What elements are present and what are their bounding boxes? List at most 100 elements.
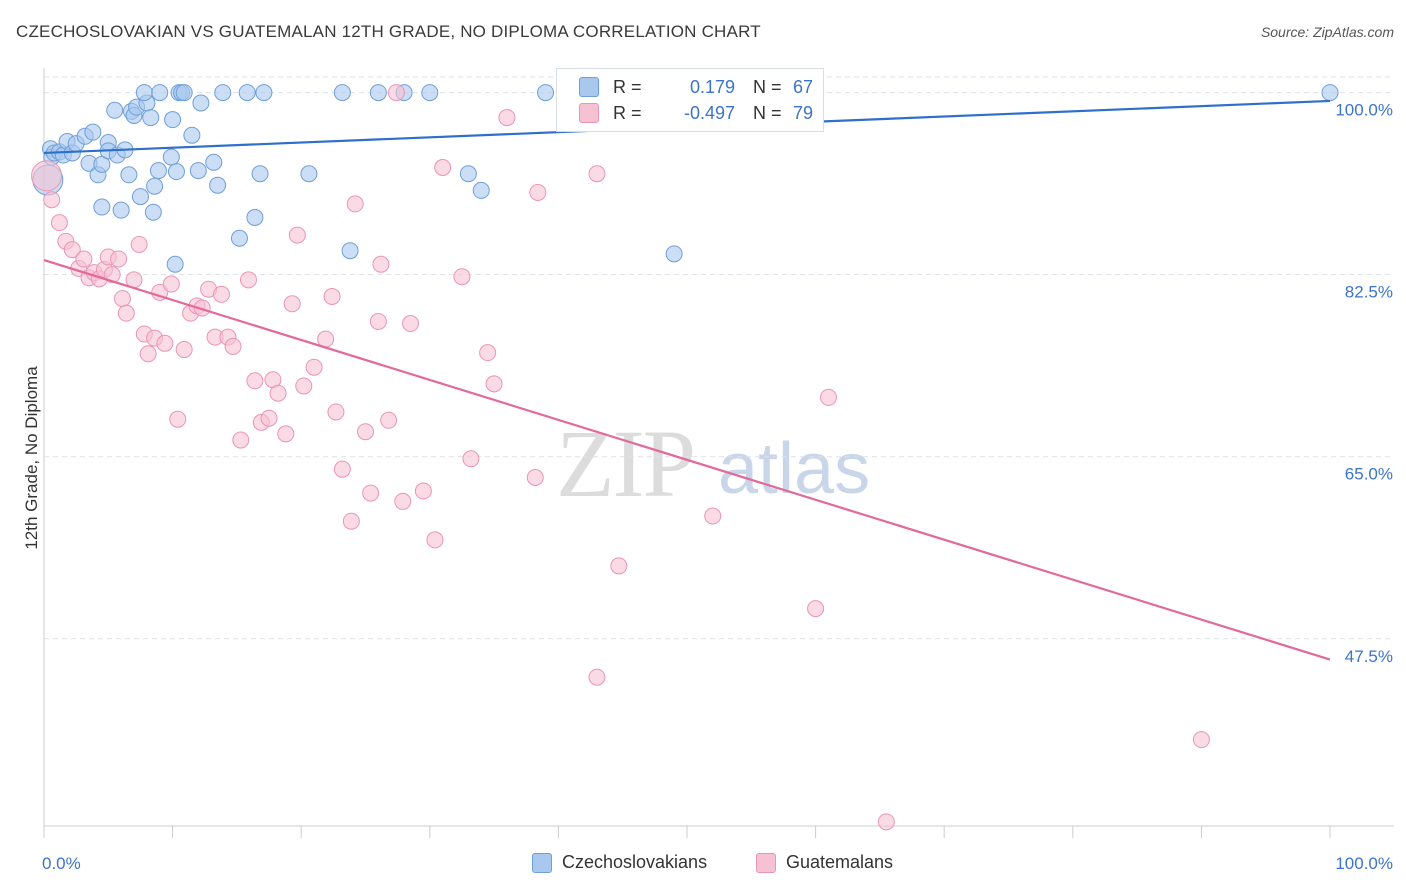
czech-point (146, 177, 164, 195)
legend-r-value: 0.179 (689, 76, 735, 97)
guatemalan-point (462, 450, 480, 468)
axes-layer (43, 68, 1394, 838)
legend-r-label: R = (613, 102, 642, 123)
watermark-atlas: atlas (718, 429, 871, 509)
czech-point (209, 176, 227, 194)
czech-point (300, 165, 318, 183)
guatemalan-point (807, 600, 825, 618)
czech-point (131, 188, 149, 206)
guatemalan-point (175, 341, 193, 359)
czech-point (164, 111, 182, 129)
guatemalan-point (193, 299, 211, 317)
guatemalan-trend-line (43, 259, 1331, 661)
legend-r-value: -0.497 (683, 102, 735, 123)
guatemalan-point (380, 411, 398, 429)
guatemalan-point (50, 214, 68, 232)
czech-point (166, 255, 184, 273)
guatemalan-point (610, 557, 628, 575)
bottom-legend-label: Czechoslovakians (562, 852, 708, 872)
guatemalan-point (333, 460, 351, 478)
czech-point (255, 84, 273, 102)
bottom-legend-label: Guatemalans (786, 852, 894, 872)
guatemalan-point (110, 250, 128, 268)
czech-point (459, 165, 477, 183)
guatemalan-point (130, 235, 148, 253)
guatemalan-point (75, 250, 93, 268)
czech-point (341, 242, 359, 260)
czech-point (142, 109, 160, 127)
czech-point (151, 84, 169, 102)
czech-point (205, 153, 223, 171)
grid-layer (44, 76, 1394, 640)
czech-point (214, 84, 232, 102)
czech-point (149, 162, 167, 180)
czech-point (246, 208, 264, 226)
guatemalan-point (323, 287, 341, 305)
czech-point (183, 126, 201, 144)
legend-n-value: 79 (793, 102, 814, 123)
guatemalan-point (31, 160, 63, 192)
czech-point (135, 84, 153, 102)
guatemalan-point (498, 109, 516, 127)
czech-point (369, 84, 387, 102)
legend-n-label: N = (753, 76, 782, 97)
guatemalan-point (387, 84, 405, 102)
guatemalan-point (269, 384, 287, 402)
guatemalan-point (288, 226, 306, 244)
legend-n-value: 67 (793, 76, 814, 97)
y-tick-label: 47.5% (1345, 647, 1393, 666)
bottom-legend-swatch-pink (756, 852, 776, 873)
y-axis-label: 12th Grade, No Diploma (22, 366, 41, 550)
watermark-zip: ZIP (556, 410, 696, 517)
czech-point (120, 166, 138, 184)
guatemalan-point (239, 271, 257, 289)
czech-point (230, 229, 248, 247)
legend-r-label: R = (613, 76, 642, 97)
guatemalan-point (212, 285, 230, 303)
bottom-legend-swatch-blue (532, 852, 552, 873)
guatemalan-point (588, 165, 606, 183)
guatemalan-point (434, 159, 452, 177)
czech-point (333, 84, 351, 102)
guatemalan-point (224, 337, 242, 355)
czech-point (93, 198, 111, 216)
guatemalan-point (369, 312, 387, 330)
y-tick-label: 82.5% (1345, 283, 1393, 302)
guatemalan-point (169, 410, 187, 428)
guatemalan-point (819, 388, 837, 406)
guatemalan-point (232, 431, 250, 449)
legend-swatch-pink (579, 103, 599, 123)
source-label: Source: ZipAtlas.com (1260, 24, 1394, 40)
guatemalan-point (526, 469, 544, 487)
czech-point (84, 123, 102, 141)
guatemalan-point (283, 295, 301, 313)
guatemalan-point (402, 315, 420, 333)
y-tick-label: 65.0% (1345, 465, 1393, 484)
guatemalan-point (485, 375, 503, 393)
guatemalan-point (394, 492, 412, 510)
guatemalan-point (277, 425, 295, 443)
czech-point (472, 181, 490, 199)
czech-point (106, 101, 124, 119)
czech-point (144, 203, 162, 221)
x-tick-label: 0.0% (42, 854, 81, 873)
guatemalan-point (117, 304, 135, 322)
guatemalan-point (260, 409, 278, 427)
czech-point (189, 162, 207, 180)
czech-point (537, 84, 555, 102)
guatemalan-point (162, 275, 180, 293)
bottom-legend-czechoslovakians: Czechoslovakians (532, 852, 707, 873)
guatemalan-point (704, 507, 722, 525)
guatemalan-point (529, 183, 547, 201)
legend-swatch-blue (579, 77, 599, 97)
guatemalan-point (342, 512, 360, 530)
guatemalan-point (479, 344, 497, 362)
guatemalan-point (362, 484, 380, 502)
y-tick-label: 100.0% (1335, 101, 1393, 120)
guatemalan-point (372, 255, 390, 273)
czech-point (192, 94, 210, 112)
guatemalan-point (139, 345, 157, 363)
guatemalan-point (113, 290, 131, 308)
legend-row-czechoslovakians: R = 0.179 N = 67 (579, 75, 813, 99)
